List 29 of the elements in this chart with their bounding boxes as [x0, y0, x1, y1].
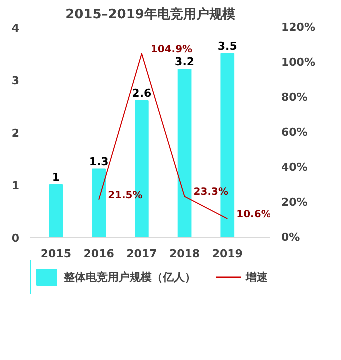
y2-tick-label: 40% — [282, 161, 308, 174]
y2-tick-label: 100% — [282, 56, 316, 69]
data-label: 104.9% — [150, 44, 193, 56]
bar — [178, 69, 192, 238]
x-tick-label: 2017 — [126, 248, 158, 260]
y2-tick-label: 80% — [282, 91, 308, 104]
bar — [92, 168, 106, 238]
x-tick-label: 2015 — [40, 248, 72, 260]
data-label: 3.2 — [175, 56, 195, 68]
y-tick-label: 1 — [12, 180, 20, 192]
data-label: 1.3 — [89, 155, 109, 168]
chart-title: 2015–2019年电竞用户规模 — [66, 6, 236, 22]
x-tick-label: 2019 — [212, 248, 243, 260]
y2-tick-label: 20% — [282, 196, 308, 209]
y-tick-label: 3 — [12, 74, 20, 88]
data-label: 2.6 — [132, 87, 152, 100]
data-label: 1 — [52, 171, 60, 184]
legend-label: 增速 — [246, 270, 268, 284]
y2-tick-label: 0% — [282, 231, 300, 244]
data-label: 3.5 — [218, 40, 238, 53]
y-tick-label: 2 — [12, 127, 20, 140]
y2-tick-label: 120% — [282, 21, 316, 34]
y-tick-label: 4 — [12, 22, 20, 35]
x-tick-label: 2016 — [84, 248, 115, 260]
bar — [49, 184, 64, 238]
y-tick-label: 0 — [12, 232, 20, 245]
x-tick-label: 2018 — [169, 248, 200, 260]
y2-tick-label: 60% — [282, 126, 308, 139]
legend-label: 整体电竞用户规模（亿人） — [64, 270, 196, 284]
